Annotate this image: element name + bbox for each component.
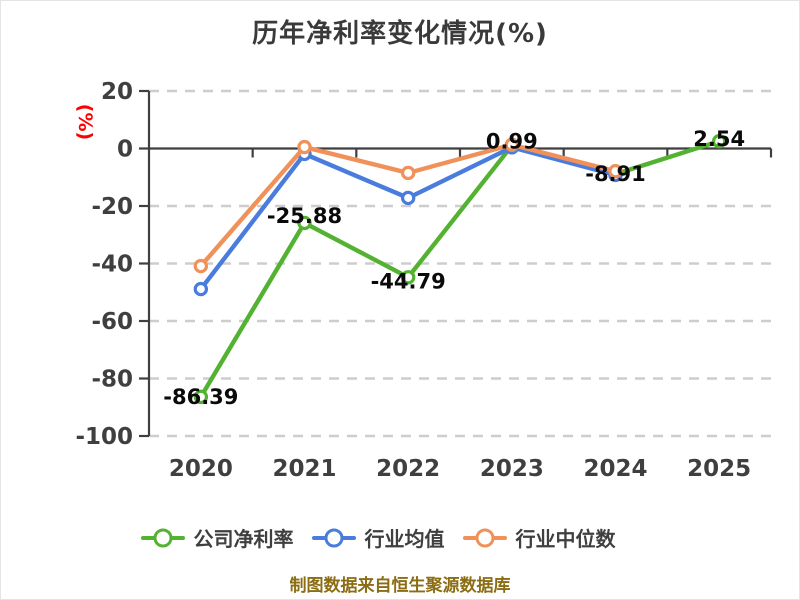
data-point-marker (193, 281, 209, 297)
data-source-caption: 制图数据来自恒生聚源数据库 (289, 576, 511, 596)
y-axis-unit-label: (%) (74, 103, 96, 141)
point-value-label: -86.39 (163, 385, 238, 409)
legend-item-industry-median: 行业中位数 (462, 523, 616, 552)
legend-marker-industry-mean-icon (311, 528, 356, 547)
legend-item-company: 公司净利率 (140, 523, 294, 552)
data-point-marker (400, 165, 416, 181)
data-point-marker (400, 190, 416, 206)
legend-label-industry-median: 行业中位数 (515, 527, 616, 551)
y-tick-label: -80 (91, 367, 133, 393)
legend: 公司净利率 行业均值 行业中位数 (1, 523, 777, 552)
y-tick-label: -40 (91, 252, 133, 278)
x-tick-label: 2025 (687, 456, 751, 482)
y-tick-label: 20 (101, 79, 133, 105)
point-value-label: -8.91 (585, 162, 646, 186)
data-point-marker (297, 139, 312, 155)
data-point-marker (504, 137, 520, 152)
data-point-marker (711, 133, 727, 149)
data-point-marker (608, 164, 623, 179)
legend-marker-industry-median-icon (462, 528, 507, 547)
y-tick-label: 0 (117, 137, 133, 163)
data-point-marker (193, 389, 209, 405)
legend-item-industry-mean: 行业均值 (311, 523, 445, 552)
series-line (198, 138, 722, 400)
x-tick-label: 2022 (376, 456, 440, 482)
point-value-label: -25.88 (267, 204, 342, 228)
legend-marker-company-icon (140, 528, 185, 547)
data-point-marker (400, 270, 416, 285)
data-point-marker (193, 258, 209, 274)
y-tick-label: -20 (91, 194, 133, 220)
x-tick-label: 2023 (480, 456, 544, 482)
chart-title: 历年净利率变化情况(%) (252, 19, 548, 49)
y-tick-label: -100 (75, 424, 133, 450)
point-value-label: -44.79 (371, 269, 446, 293)
legend-label-industry-mean: 行业均值 (364, 527, 445, 551)
x-tick-label: 2021 (272, 456, 336, 482)
y-tick-label: -60 (91, 309, 133, 335)
point-value-label: 2.54 (693, 127, 745, 151)
point-value-label: 0.99 (486, 130, 538, 154)
data-point-marker (297, 215, 312, 231)
x-tick-label: 2020 (169, 456, 233, 482)
legend-label-company: 公司净利率 (193, 527, 294, 551)
x-tick-label: 2024 (583, 456, 647, 482)
